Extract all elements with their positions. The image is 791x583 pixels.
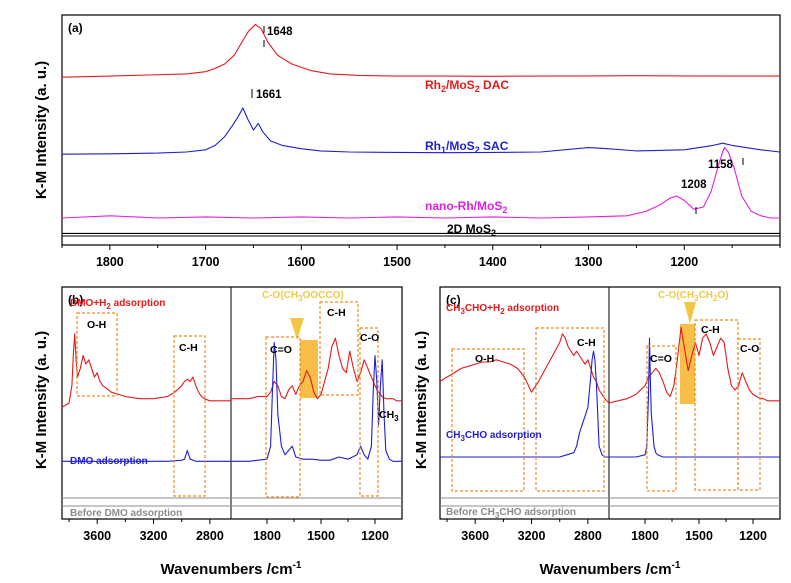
b-box-ch-right [319,301,359,396]
peak-label-1661: 1661 [256,89,282,101]
b-series-label-dmo: DMO adsorption [70,456,148,467]
c-label-ch-right: C-H [701,324,720,336]
peak-label-1158: 1158 [708,159,734,171]
panel-a-traces [61,23,781,234]
c-label-oh: O-H [475,353,494,365]
x-tick-label-3200: 3200 [518,529,546,543]
x-tick-label-1800: 1800 [631,529,659,543]
x-tick-label-1200: 1200 [739,529,767,543]
b-label-ch3: CH3 [379,409,399,423]
series-label-nano-rh: nano-Rh/MoS2 [425,199,507,215]
x-tick-label-1200: 1200 [670,255,698,269]
x-tick-label-1800: 1800 [96,255,124,269]
c-series-label-before-ch3cho: Before CH3CHO adsorption [446,507,576,520]
x-tick-label-1500: 1500 [383,255,411,269]
panel-b-y-axis-label: K-M Intensity (a. u.) [33,331,50,469]
panel-a-y-axis-label: K-M Intensity (a. u.) [33,61,50,199]
trace-dmo-adsorption-right [231,341,402,462]
trace-ch3cho-adsorption-left [440,350,609,458]
x-tick-label-1600: 1600 [287,255,315,269]
x-tick-label-2800: 2800 [196,529,224,543]
peak-label-1648: 1648 [267,26,293,38]
c-label-co-callout: C-O(CH3CH2O) [658,290,729,303]
x-tick-label-1400: 1400 [479,255,507,269]
x-tick-label-1200: 1200 [361,529,389,543]
trace-nano-rh-mos2 [61,147,780,219]
panel-c-frame [439,286,781,520]
panel-a-x-ticks: 1800 1700 1600 1500 1400 1300 1200 [61,245,781,269]
series-label-rh1-sac: Rh1/MoS2 SAC [425,139,509,155]
b-co-highlight [300,340,318,398]
x-tick-label-1300: 1300 [575,255,603,269]
trace-ch3cho-h2-adsorption-right [608,326,780,404]
panel-c-label: (c) [446,293,461,307]
b-label-co-callout: C-O(CH3OOCCO) [262,290,344,303]
panel-b-frame [61,286,403,520]
c-box-co-double [646,345,677,492]
peak-label-1208: 1208 [681,179,707,191]
series-label-rh2-dac: Rh2/MoS2 DAC [425,78,509,94]
panel-c-x-ticks: 3600 3200 2800 1800 1500 1200 [446,519,767,543]
panel-c-y-axis-label: K-M Intensity (a. u.) [413,331,430,469]
panel-c: (c) 3600 3200 2800 1800 1500 1200 O-H C-H C=O… [413,286,781,578]
trace-dmo-h2-adsorption-left [61,333,231,408]
x-tick-label-1700: 1700 [192,255,220,269]
x-tick-label-3600: 3600 [461,529,489,543]
b-box-co-double [265,336,301,498]
trace-rh1-mos2-sac [61,107,781,155]
c-callout-arrow [684,302,696,324]
panel-a-label: (a) [68,21,83,35]
b-label-co-double: C=O [270,344,292,356]
panel-b-x-ticks: 3600 3200 2800 1800 1500 1200 [68,519,389,543]
b-label-co-right: C-O [360,332,379,344]
c-label-co-double: C=O [650,353,672,365]
b-box-co-right [359,327,379,497]
b-callout-arrow [290,318,304,340]
panel-a: (a) 1800 1700 1600 1500 1400 1300 1200 1648 16… [33,14,781,269]
trace-rh2-mos2-dac [61,23,780,78]
series-label-2d-mos2: 2D MoS2 [447,222,496,238]
c-box-oh [451,348,525,492]
panel-b-label: (b) [68,293,83,307]
b-label-ch-left: C-H [179,342,198,354]
b-label-ch-right: C-H [327,307,346,319]
c-box-ch-left [535,327,605,492]
x-tick-label-1500: 1500 [685,529,713,543]
b-label-oh: O-H [87,319,106,331]
b-series-label-dmo-h2: DMO+H2 adsorption [70,298,165,311]
panel-c-x-axis-label: Wavenumbers /cm-1 [540,560,681,578]
c-series-label-ch3cho: CH3CHO adsorption [446,430,542,443]
b-box-ch-left [173,335,206,497]
b-box-oh [76,312,118,397]
trace-dmo-adsorption-left [62,449,231,462]
c-label-co-right: C-O [740,343,759,355]
b-series-label-before-dmo: Before DMO adsorption [70,508,182,519]
panel-c-traces [439,326,780,499]
panel-b-traces [61,333,402,499]
c-series-label-ch3cho-h2: CH3CHO+H2 adsorption [446,303,559,316]
x-tick-label-3600: 3600 [83,529,111,543]
panel-a-frame [61,14,781,246]
x-tick-label-3200: 3200 [140,529,168,543]
x-tick-label-1800: 1800 [253,529,281,543]
x-tick-label-2800: 2800 [574,529,602,543]
trace-ch3cho-adsorption-right [609,337,780,458]
c-box-co-right [737,338,761,491]
panel-b-x-axis-label: Wavenumbers /cm-1 [161,560,302,578]
panel-b: (b) 3600 3200 2800 1800 1500 1200 O-H C-H C=O… [33,286,403,578]
x-tick-label-1500: 1500 [307,529,335,543]
c-label-ch-left: C-H [577,337,596,349]
